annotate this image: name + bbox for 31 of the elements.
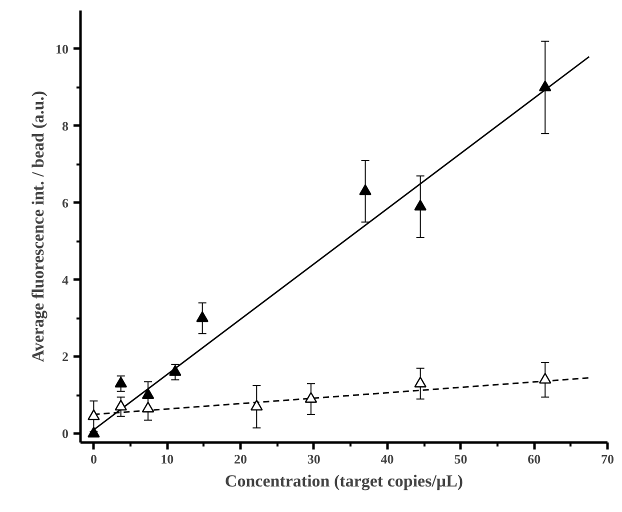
y-tick-label: 2 — [62, 349, 68, 364]
point — [169, 365, 182, 376]
y-tick-label: 4 — [62, 272, 69, 288]
point — [538, 372, 552, 384]
y-tick-label: 6 — [62, 195, 69, 210]
x-tick-label: 10 — [160, 452, 174, 466]
x-tick-label: 30 — [307, 452, 320, 466]
x-tick-label: 50 — [454, 452, 468, 466]
point — [142, 388, 154, 400]
x-tick-label: 40 — [380, 452, 394, 466]
y-tick-label: 0 — [62, 426, 68, 442]
x-tick-label: 20 — [234, 452, 248, 466]
y-tick-label: 10 — [56, 41, 68, 56]
point — [414, 376, 426, 388]
point — [88, 426, 100, 438]
point — [304, 392, 318, 403]
point — [88, 409, 100, 420]
point — [250, 400, 263, 411]
point — [196, 311, 208, 322]
x-tick-label: 0 — [90, 452, 97, 466]
point — [114, 376, 128, 388]
y-axis-title: Average fluorescence int. / bead (a.u.) — [28, 90, 48, 362]
point — [414, 200, 426, 211]
x-axis-title: Concentration (target copies/μL) — [224, 472, 464, 490]
x-tick-label: 70 — [601, 452, 614, 466]
point — [114, 400, 128, 411]
point — [359, 184, 372, 196]
point — [142, 402, 154, 412]
x-tick-label: 60 — [528, 452, 541, 466]
point — [538, 80, 552, 92]
y-tick-label: 8 — [62, 118, 69, 134]
